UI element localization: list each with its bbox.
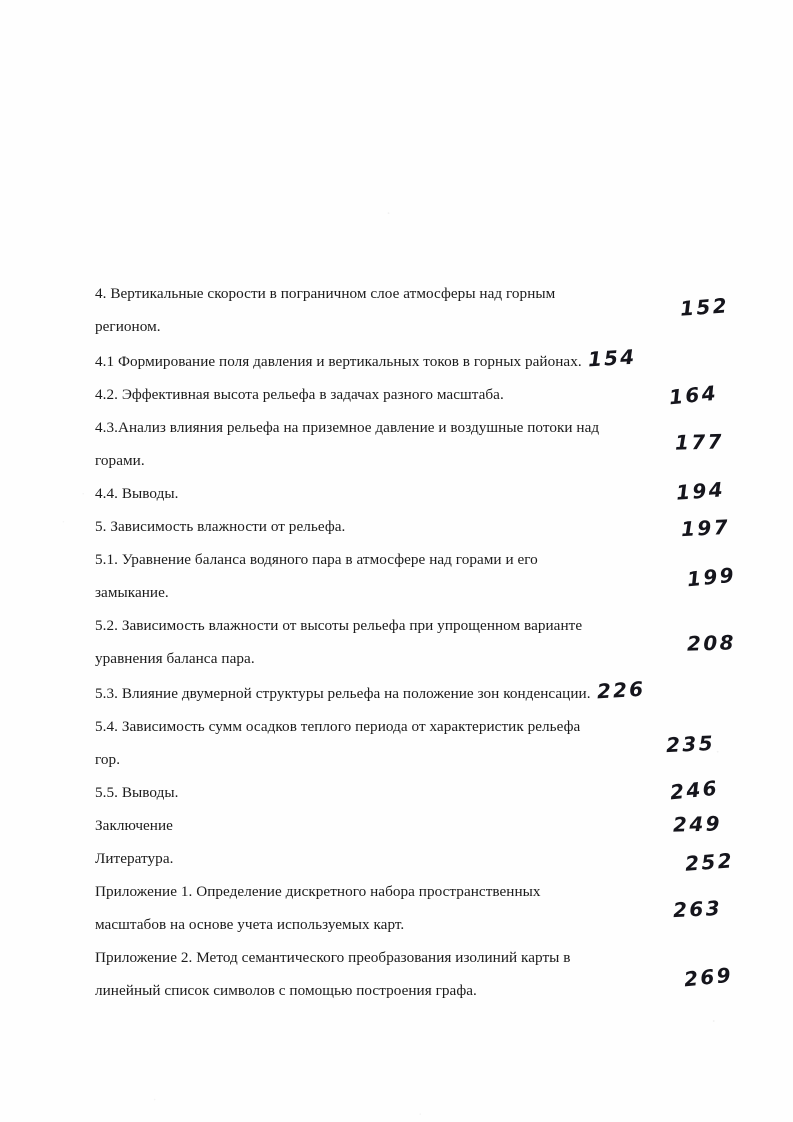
toc-entry: 4.2. Эффективная высота рельефа в задача… [95,378,755,411]
toc-entry-title: Приложение 2. Метод семантического преоб… [95,949,571,999]
toc-entry: 5. Зависимость влажности от рельефа. 197 [95,510,755,543]
toc-entry-title: Заключение [95,817,173,834]
toc-entry-title: 5.2. Зависимость влажности от высоты рел… [95,617,583,667]
toc-entry: 5.4. Зависимость сумм осадков теплого пе… [95,710,755,776]
toc-page-number: 164 [667,380,719,410]
toc-entry-title: 4.1 Формирование поля давления и вертика… [95,343,755,378]
toc-entry: 4. Вертикальные скорости в пограничном с… [95,277,755,343]
toc-entry: 5.5. Выводы. 246 [95,776,755,809]
toc-entry-title: 4.2. Эффективная высота рельефа в задача… [95,386,504,403]
toc-page-number: 246 [668,775,720,805]
toc-entry-title: 4.4. Выводы. [95,485,179,502]
toc-entry: Приложение 1. Определение дискретного на… [95,875,755,941]
toc-entry: Литература. 252 [95,842,755,876]
toc-entry: 4.4. Выводы. 194 [95,477,755,510]
toc-page-number: 226 [595,676,646,704]
toc-page-number: 194 [675,477,726,505]
toc-page-number: 263 [672,895,723,923]
toc-entry-title: Приложение 1. Определение дискретного на… [95,883,541,933]
toc-entry: 5.3. Влияние двумерной структуры рельефа… [95,675,755,710]
toc-entry: 5.1. Уравнение баланса водяного пара в а… [95,543,755,609]
toc-page-number: 208 [686,630,737,656]
table-of-contents: 4. Вертикальные скорости в пограничном с… [95,277,755,1007]
toc-page-number: 249 [672,811,723,837]
toc-entry: Заключение 249 [95,809,755,842]
toc-entry-title: 5.3. Влияние двумерной структуры рельефа… [95,675,755,710]
toc-entry: 4.1 Формирование поля давления и вертика… [95,343,755,378]
toc-entry: 5.2. Зависимость влажности от высоты рел… [95,609,755,675]
toc-page-number: 197 [680,514,731,542]
toc-entry-title: 5.4. Зависимость сумм осадков теплого пе… [95,718,581,768]
toc-page-number: 269 [682,962,734,992]
toc-page-number: 154 [586,344,637,372]
toc-entry: Приложение 2. Метод семантического преоб… [95,941,755,1007]
toc-entry-title: 5. Зависимость влажности от рельефа. [95,518,346,535]
toc-entry-title: 4. Вертикальные скорости в пограничном с… [95,285,556,335]
toc-page-number: 199 [685,562,737,592]
toc-entry-title: 5.1. Уравнение баланса водяного пара в а… [95,551,538,601]
toc-page-number: 235 [665,730,716,758]
toc-page-number: 152 [679,293,730,321]
toc-page-number: 177 [674,429,725,455]
toc-page-number: 252 [684,848,735,876]
toc-entry-title: 5.5. Выводы. [95,784,179,801]
toc-entry: 4.3.Анализ влияния рельефа на приземное … [95,411,755,477]
toc-entry-title: 4.3.Анализ влияния рельефа на приземное … [95,419,600,469]
toc-entry-title: Литература. [95,850,174,867]
